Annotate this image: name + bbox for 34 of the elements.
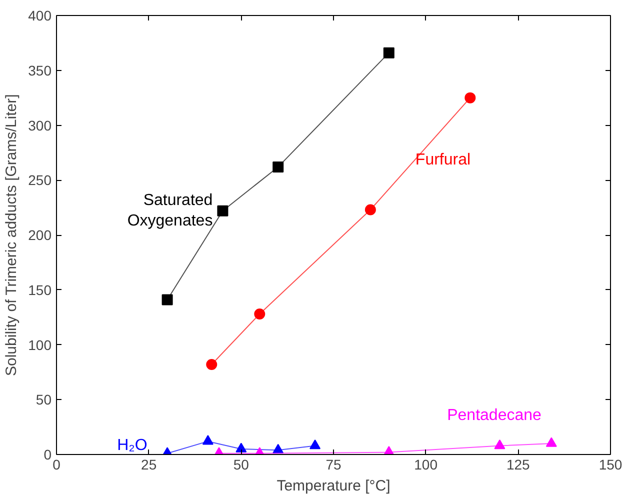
point (364, 204, 376, 216)
y-axis-title: Solubility of Trimeric adducts [Grams/Liter] (3, 94, 20, 376)
y-tick-label: 50 (36, 392, 52, 408)
point (206, 359, 218, 370)
y-tick-label: 0 (44, 446, 52, 462)
point (202, 435, 214, 445)
x-tick-label: 75 (326, 456, 342, 472)
point (217, 205, 228, 216)
point (162, 294, 173, 306)
point (254, 308, 266, 320)
y-tick-label: 400 (28, 8, 52, 24)
y-tick-label: 200 (28, 227, 52, 243)
series-label: H₂O (117, 436, 148, 454)
series-label: Saturated Oxygenates (127, 192, 213, 230)
y-tick-label: 150 (28, 282, 52, 298)
x-tick-label: 100 (414, 456, 438, 472)
y-tick-label: 250 (28, 172, 52, 188)
y-tick-label: 100 (28, 336, 52, 353)
series-label: Furfural (415, 151, 471, 168)
point (310, 439, 321, 450)
series-label: Pentadecane (447, 407, 542, 424)
point (546, 437, 557, 447)
x-tick-label: 150 (598, 456, 622, 472)
x-tick-label: 50 (233, 456, 250, 472)
point (272, 161, 284, 172)
point (236, 442, 247, 452)
x-tick-label: 25 (141, 456, 157, 472)
y-tick-label: 350 (28, 62, 52, 78)
point (494, 439, 506, 450)
x-tick-label: 125 (506, 456, 530, 472)
y-tick-label: 300 (28, 117, 52, 134)
x-axis-title: Temperature [°C] (276, 478, 390, 494)
point (383, 47, 394, 58)
point (464, 92, 476, 104)
